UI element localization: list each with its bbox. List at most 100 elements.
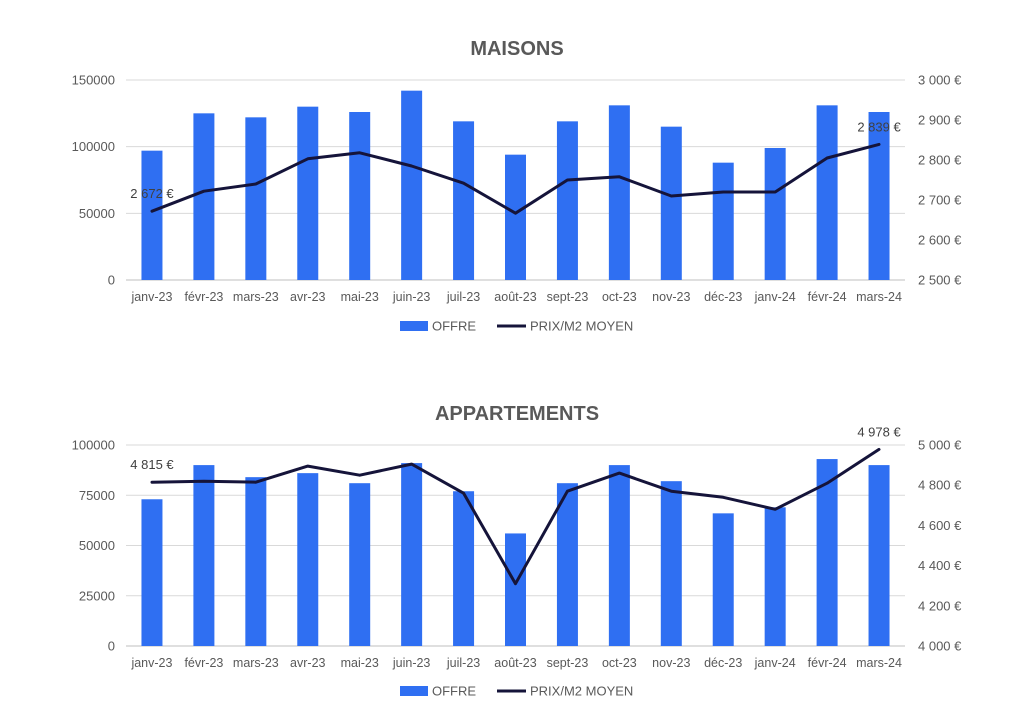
x-tick-label: janv-23 <box>130 656 172 670</box>
bar-offre <box>608 105 630 280</box>
y-left-tick-label: 50000 <box>79 206 115 221</box>
bar-offre <box>505 154 526 280</box>
legend-swatch-offre <box>400 321 428 331</box>
x-tick-label: juil-23 <box>446 290 480 304</box>
bar-offre <box>141 150 163 280</box>
bar-offre <box>816 459 838 646</box>
chart-maisons: MAISONS 0 50000 100000 150000 2 500 € 2 600 € 2… <box>72 38 963 334</box>
legend-label-offre: OFFRE <box>432 319 476 334</box>
y-left-tick-label: 0 <box>108 639 115 654</box>
bar-offre <box>349 112 371 280</box>
x-tick-label: mars-24 <box>856 656 902 670</box>
x-tick-label: avr-23 <box>290 656 325 670</box>
y-right-tick-label: 4 000 € <box>918 639 962 654</box>
y-left-tick-label: 150000 <box>72 73 115 88</box>
x-tick-label: sept-23 <box>547 656 589 670</box>
y-left-tick-label: 100000 <box>72 139 115 154</box>
bar-offre <box>556 483 578 646</box>
chart-title: MAISONS <box>470 38 563 60</box>
legend-label-offre: OFFRE <box>432 684 476 699</box>
chart-maisons-svg: MAISONS 0 50000 100000 150000 2 500 € 2 600 € 2… <box>72 38 963 334</box>
bar-offre <box>245 117 267 280</box>
data-label: 4 978 € <box>857 424 901 439</box>
x-tick-label: janv-24 <box>754 290 796 304</box>
bar-offre <box>505 533 526 646</box>
y-left-tick-label: 50000 <box>79 538 115 553</box>
x-tick-label: juin-23 <box>392 290 431 304</box>
y-right-tick-label: 2 800 € <box>918 153 962 168</box>
x-tick-label: févr-24 <box>808 656 847 670</box>
x-tick-label: mars-23 <box>233 656 279 670</box>
x-tick-label: avr-23 <box>290 290 325 304</box>
x-tick-label: mai-23 <box>341 656 379 670</box>
bar-offre <box>297 106 319 281</box>
x-tick-label: juin-23 <box>392 656 431 670</box>
x-tick-label: sept-23 <box>547 290 589 304</box>
y-right-tick-label: 2 600 € <box>918 233 962 248</box>
bar-offre <box>453 121 475 280</box>
y-left-tick-label: 0 <box>108 273 115 288</box>
legend-swatch-offre <box>400 686 428 696</box>
y-right-tick-label: 4 800 € <box>918 478 962 493</box>
bar-offre <box>608 465 630 646</box>
line-prix-m2-moyen <box>150 447 881 586</box>
y-left-tick-label: 100000 <box>72 438 115 453</box>
x-tick-label: déc-23 <box>704 656 742 670</box>
y-left-tick-label: 25000 <box>79 588 115 603</box>
chart-appartements-svg: APPARTEMENTS 0 25000 50000 75000 100000 4 000 … <box>72 403 963 699</box>
y-right-tick-label: 4 600 € <box>918 518 962 533</box>
x-tick-label: oct-23 <box>602 290 637 304</box>
chart-title: APPARTEMENTS <box>435 403 599 425</box>
bar-offre <box>816 105 838 280</box>
bar-offre <box>141 499 163 646</box>
legend: OFFRE PRIX/M2 MOYEN <box>400 319 633 334</box>
y-right-tick-label: 3 000 € <box>918 73 962 88</box>
legend-label-prix: PRIX/M2 MOYEN <box>530 319 633 334</box>
bar-offre <box>245 477 267 646</box>
x-tick-label: oct-23 <box>602 656 637 670</box>
bar-offre <box>401 463 423 646</box>
x-tick-label: févr-24 <box>808 290 847 304</box>
y-left-tick-label: 75000 <box>79 488 115 503</box>
x-tick-label: févr-23 <box>184 290 223 304</box>
x-tick-label: juil-23 <box>446 656 480 670</box>
bar-offre <box>193 113 215 280</box>
bar-offre <box>868 112 890 280</box>
y-right-tick-label: 4 400 € <box>918 558 962 573</box>
bar-offre <box>193 465 215 646</box>
bar-offre <box>401 90 423 281</box>
x-tick-label: mars-24 <box>856 290 902 304</box>
data-label: 2 672 € <box>130 186 174 201</box>
x-tick-label: nov-23 <box>652 656 690 670</box>
data-label: 4 815 € <box>130 457 174 472</box>
bar-offre <box>660 126 682 281</box>
bar-offre <box>556 121 578 280</box>
x-tick-label: déc-23 <box>704 290 742 304</box>
x-tick-label: janv-23 <box>130 290 172 304</box>
y-right-tick-label: 4 200 € <box>918 598 962 613</box>
data-label: 2 839 € <box>857 119 901 134</box>
bar-offre <box>660 481 682 646</box>
x-tick-label: août-23 <box>494 290 536 304</box>
x-tick-label: nov-23 <box>652 290 690 304</box>
y-right-tick-label: 2 700 € <box>918 193 962 208</box>
legend-label-prix: PRIX/M2 MOYEN <box>530 684 633 699</box>
chart-appartements: APPARTEMENTS 0 25000 50000 75000 100000 4 000 … <box>0 363 1024 726</box>
bar-offre <box>868 465 890 646</box>
bar-offre <box>453 491 475 646</box>
y-right-tick-label: 2 900 € <box>918 113 962 128</box>
x-tick-label: mars-23 <box>233 290 279 304</box>
x-tick-label: févr-23 <box>184 656 223 670</box>
bar-offre <box>297 473 319 646</box>
bar-offre <box>764 148 786 280</box>
y-right-tick-label: 5 000 € <box>918 438 962 453</box>
y-right-tick-label: 2 500 € <box>918 273 962 288</box>
x-tick-label: mai-23 <box>341 290 379 304</box>
x-tick-label: août-23 <box>494 656 536 670</box>
x-tick-label: janv-24 <box>754 656 796 670</box>
bar-offre <box>764 507 786 646</box>
legend: OFFRE PRIX/M2 MOYEN <box>400 684 633 699</box>
bar-offre <box>349 483 371 646</box>
bar-offre <box>712 513 734 646</box>
bar-offre <box>712 162 734 280</box>
